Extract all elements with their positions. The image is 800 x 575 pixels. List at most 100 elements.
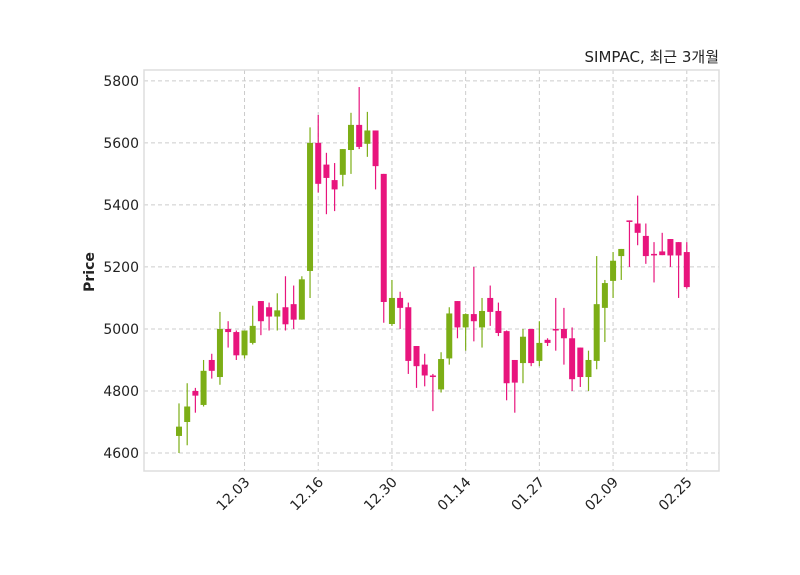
candle — [569, 327, 576, 391]
candle-body — [659, 251, 666, 256]
y-tick-label: 4800 — [103, 384, 139, 400]
grid — [144, 70, 719, 471]
candle-body — [421, 364, 428, 376]
candle-body — [585, 359, 592, 378]
candle — [659, 232, 666, 256]
x-tick-label: 01.27 — [509, 475, 549, 515]
candle — [290, 285, 297, 329]
candle-body — [233, 332, 240, 356]
candle-body — [405, 307, 412, 361]
candle-body — [544, 339, 551, 343]
candle — [356, 87, 363, 150]
candle — [610, 252, 617, 298]
candle — [593, 256, 600, 370]
candle-body — [511, 359, 518, 383]
candle — [339, 149, 346, 187]
candle — [413, 346, 420, 388]
candle-body — [208, 359, 215, 371]
candle — [642, 223, 649, 264]
candle-body — [487, 297, 494, 312]
candle-body — [454, 301, 461, 328]
candle-body — [470, 314, 477, 322]
candle — [560, 307, 567, 365]
candle-body — [479, 310, 486, 328]
candle — [675, 242, 682, 298]
candle — [601, 279, 608, 342]
candle — [323, 152, 330, 215]
candle — [274, 293, 281, 331]
candle-body — [176, 426, 182, 436]
candle-body — [634, 223, 641, 233]
candle-body — [618, 248, 625, 257]
candle — [446, 307, 453, 365]
candle — [544, 338, 551, 347]
candle — [266, 302, 273, 331]
candle — [487, 285, 494, 326]
candle — [397, 291, 404, 329]
candle-body — [519, 336, 526, 364]
candle — [241, 330, 248, 359]
candle-body — [298, 279, 305, 320]
candle — [651, 242, 658, 283]
candle — [683, 242, 690, 289]
candle-body — [569, 338, 576, 380]
candle-body — [315, 142, 322, 184]
candle-body — [626, 220, 633, 222]
candle-body — [413, 346, 420, 367]
x-tick-label: 12.30 — [361, 475, 401, 515]
candle-body — [372, 130, 379, 167]
y-tick-label: 5000 — [103, 322, 139, 338]
x-tick-label: 01.14 — [435, 474, 475, 514]
candle — [634, 195, 641, 246]
candle-body — [528, 328, 535, 364]
y-tick-label: 5200 — [103, 260, 139, 276]
candle — [200, 359, 207, 407]
candle — [667, 239, 674, 267]
candle-body — [397, 297, 404, 308]
candle-body — [675, 242, 682, 256]
candle-body — [307, 142, 314, 271]
candle-body — [266, 307, 273, 317]
plot-frame — [143, 69, 720, 472]
candle-body — [667, 239, 674, 256]
candle — [577, 347, 584, 387]
candle — [249, 305, 256, 345]
candle — [470, 266, 477, 342]
y-tick-label: 5800 — [103, 74, 139, 90]
candle-body — [216, 328, 223, 378]
candle — [479, 297, 486, 348]
candle — [372, 130, 379, 190]
candle — [405, 302, 412, 374]
candle-body — [282, 307, 289, 325]
candle — [618, 248, 625, 280]
candle-body — [192, 390, 199, 396]
candle-body — [683, 252, 690, 288]
x-tick-label: 02.09 — [582, 475, 622, 515]
candle-body — [503, 331, 510, 384]
candle-body — [429, 375, 436, 378]
candle-body — [462, 314, 469, 328]
candle-body — [536, 342, 543, 361]
candle — [298, 276, 305, 320]
candle-body — [290, 304, 297, 320]
candle — [364, 111, 371, 157]
candle — [380, 173, 387, 323]
candle — [528, 328, 535, 367]
x-tick-label: 12.16 — [287, 474, 327, 514]
candle — [438, 352, 445, 393]
x-tick-label: 02.25 — [656, 475, 696, 515]
candle — [233, 330, 240, 360]
candle — [176, 403, 182, 454]
candle — [421, 353, 428, 387]
candle — [216, 311, 223, 385]
candle-body — [495, 310, 502, 333]
candle-body — [364, 130, 371, 144]
candle — [184, 383, 191, 446]
candle — [454, 301, 461, 339]
candle-body — [446, 313, 453, 359]
chart-title: SIMPAC, 최근 3개월 — [584, 48, 720, 66]
candle — [225, 321, 232, 348]
y-axis-label: Price — [82, 252, 98, 292]
candle — [307, 127, 314, 298]
